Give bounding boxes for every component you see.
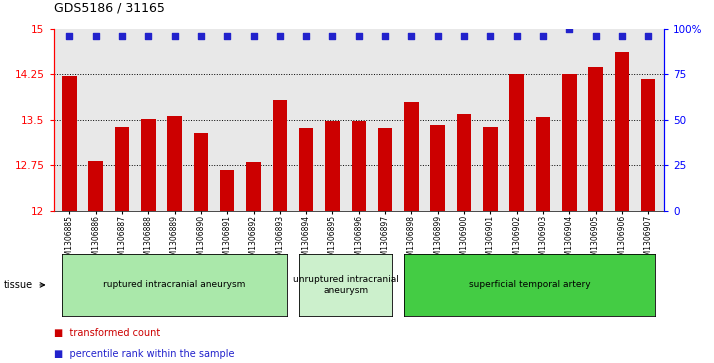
Bar — [378, 128, 392, 211]
Point — [274, 33, 286, 39]
Bar — [193, 133, 208, 211]
Point — [301, 33, 312, 39]
Bar — [588, 67, 603, 211]
Bar — [431, 125, 445, 211]
Bar — [457, 114, 471, 211]
Bar — [273, 101, 287, 211]
Bar — [483, 127, 498, 211]
Text: tissue: tissue — [4, 280, 33, 290]
Point — [458, 33, 470, 39]
Point — [221, 33, 233, 39]
Point — [511, 33, 523, 39]
Text: ■  percentile rank within the sample: ■ percentile rank within the sample — [54, 349, 234, 359]
Bar — [246, 162, 261, 211]
Text: superficial temporal artery: superficial temporal artery — [469, 281, 590, 289]
Point — [432, 33, 443, 39]
Point — [143, 33, 154, 39]
Bar — [115, 127, 129, 211]
Bar — [299, 128, 313, 211]
Point — [327, 33, 338, 39]
Point — [379, 33, 391, 39]
Point — [195, 33, 206, 39]
Bar — [220, 170, 234, 211]
Bar — [562, 74, 576, 211]
Bar — [404, 102, 418, 211]
Bar — [615, 52, 629, 211]
Point — [563, 26, 575, 32]
Point — [590, 33, 601, 39]
Bar — [167, 115, 182, 211]
Point — [643, 33, 654, 39]
Point — [406, 33, 417, 39]
Text: ruptured intracranial aneurysm: ruptured intracranial aneurysm — [104, 281, 246, 289]
Point — [537, 33, 548, 39]
Bar — [141, 119, 156, 211]
Bar — [62, 76, 76, 211]
Point — [616, 33, 628, 39]
Point — [169, 33, 181, 39]
Point — [116, 33, 128, 39]
Bar — [509, 74, 524, 211]
Bar — [641, 79, 655, 211]
Point — [353, 33, 365, 39]
Bar — [89, 161, 103, 211]
Text: ■  transformed count: ■ transformed count — [54, 327, 160, 338]
Point — [485, 33, 496, 39]
Point — [64, 33, 75, 39]
Point — [90, 33, 101, 39]
Bar — [536, 117, 550, 211]
Text: GDS5186 / 31165: GDS5186 / 31165 — [54, 1, 164, 15]
Text: unruptured intracranial
aneurysm: unruptured intracranial aneurysm — [293, 275, 398, 295]
Bar — [351, 121, 366, 211]
Point — [248, 33, 259, 39]
Bar — [326, 121, 340, 211]
